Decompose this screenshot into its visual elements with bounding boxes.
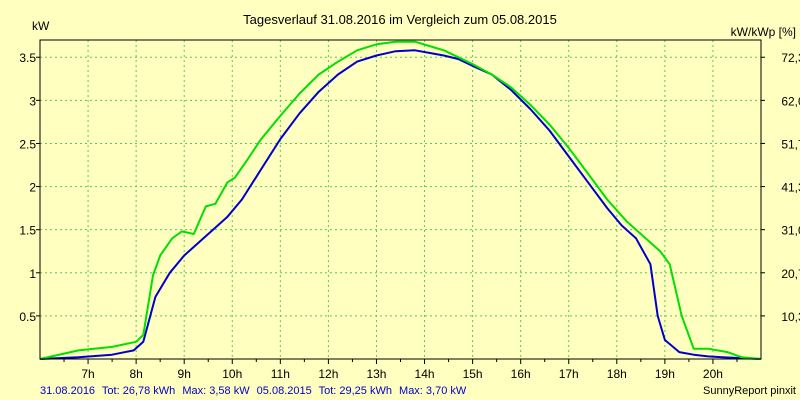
- x-tick-label: 7h: [81, 367, 94, 381]
- x-tick-label: 9h: [178, 367, 191, 381]
- y-tick-label-right: 72,3: [781, 51, 800, 65]
- y-tick-label-left: 2.5: [19, 137, 36, 151]
- x-tick-label: 10h: [222, 367, 242, 381]
- y-tick-label-left: 2: [29, 181, 36, 195]
- plot-frame: [39, 39, 762, 360]
- y-tick-label-left: 0.5: [19, 310, 36, 324]
- y-tick-label-left: 3: [29, 94, 36, 108]
- y-tick-label-left: 3.5: [19, 51, 36, 65]
- brand-label: SunnyReport pinxit: [703, 385, 796, 397]
- grid: [40, 40, 761, 359]
- legend-series-2-max: Max: 3,70 kW: [399, 385, 467, 397]
- legend-series-1-total: Tot: 26,78 kWh: [102, 385, 175, 397]
- legend-series-2-total: Tot: 29,25 kWh: [319, 385, 392, 397]
- x-tick-label: 17h: [559, 367, 579, 381]
- footer-legend: 31.08.2016 Tot: 26,78 kWh Max: 3,58 kW 0…: [40, 385, 467, 397]
- x-tick-label: 16h: [511, 367, 531, 381]
- x-tick-label: 19h: [655, 367, 675, 381]
- y-tick-label-right: 20,7: [781, 267, 800, 281]
- series-line-2: [39, 40, 762, 360]
- x-tick-label: 8h: [129, 367, 142, 381]
- y-tick-label-right: 51,7: [781, 137, 800, 151]
- y-tick-label-left: 1.5: [19, 224, 36, 238]
- x-tick-label: 14h: [415, 367, 435, 381]
- x-tick-label: 18h: [607, 367, 627, 381]
- y-tick-label-right: 10,3: [781, 310, 800, 324]
- y-axis-label-right: kW/kWp [%]: [731, 25, 796, 39]
- axis-ticks: 7h 8h 9h 10h 11h 12h 13h 14h 15h 16h 17h 18h 19h 20h 0…: [19, 51, 800, 381]
- series-lines: [39, 40, 762, 360]
- x-tick-label: 13h: [366, 367, 386, 381]
- y-tick-label-right: 31,0: [781, 224, 800, 238]
- x-tick-label: 12h: [318, 367, 338, 381]
- x-tick-label: 15h: [463, 367, 483, 381]
- legend-series-1-date: 31.08.2016: [40, 385, 95, 397]
- plot-border: [39, 39, 762, 360]
- legend-series-1-max: Max: 3,58 kW: [182, 385, 250, 397]
- y-axis-label-left: kW: [32, 19, 50, 33]
- series-line-1: [39, 49, 762, 360]
- x-tick-label: 20h: [703, 367, 723, 381]
- chart-title: Tagesverlauf 31.08.2016 im Vergleich zum…: [243, 12, 557, 27]
- legend-series-2-date: 05.08.2015: [257, 385, 312, 397]
- y-tick-label-right: 62,0: [781, 94, 800, 108]
- x-tick-label: 11h: [271, 367, 290, 381]
- y-tick-label-left: 1: [29, 267, 36, 281]
- y-tick-label-right: 41,3: [781, 181, 800, 195]
